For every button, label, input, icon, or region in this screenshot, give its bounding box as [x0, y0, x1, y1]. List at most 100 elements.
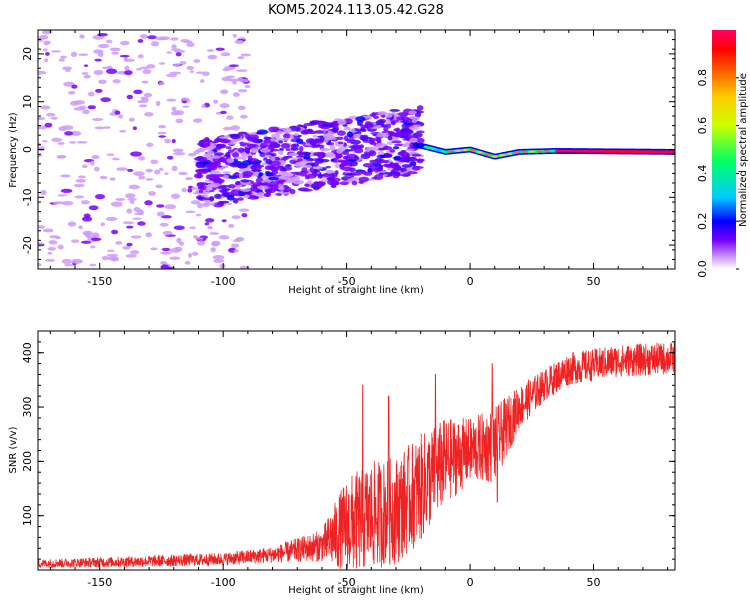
- heatmap-cell: [64, 263, 74, 267]
- heatmap-cell: [261, 182, 267, 186]
- heatmap-cell: [130, 151, 142, 157]
- heatmap-cell: [304, 164, 313, 169]
- heatmap-cell: [171, 139, 176, 144]
- heatmap-cell: [106, 153, 115, 157]
- heatmap-cell: [265, 158, 273, 165]
- heatmap-cell: [115, 197, 126, 201]
- heatmap-cell: [81, 240, 92, 244]
- heatmap-cell: [45, 258, 56, 262]
- heatmap-cell: [411, 119, 418, 123]
- heatmap-cell: [292, 179, 305, 185]
- heatmap-cell: [360, 170, 367, 175]
- heatmap-cell: [41, 30, 53, 35]
- heatmap-cell: [206, 150, 215, 156]
- heatmap-cell: [221, 192, 230, 197]
- heatmap-cell: [393, 131, 405, 138]
- heatmap-cell: [42, 228, 54, 233]
- heatmap-cell: [84, 232, 92, 238]
- heatmap-cell: [159, 222, 169, 227]
- heatmap-cell: [337, 119, 347, 126]
- heatmap-cell: [259, 142, 268, 149]
- heatmap-cell: [209, 195, 215, 202]
- heatmap-cell: [233, 158, 238, 162]
- heatmap-cell: [158, 81, 165, 86]
- heatmap-cell: [373, 174, 384, 180]
- heatmap-cell: [166, 155, 174, 160]
- heatmap-cell: [232, 239, 242, 243]
- x-tick-label: -100: [211, 275, 236, 288]
- heatmap-cell: [192, 118, 203, 123]
- heatmap-cell: [45, 51, 50, 56]
- heatmap-cell: [137, 100, 142, 104]
- heatmap-cell: [290, 143, 297, 150]
- snr-ticks: -150 -100 -50 0 50 100 200 300 400: [21, 330, 675, 589]
- heatmap-cell: [197, 202, 203, 209]
- heatmap-cell: [385, 112, 393, 118]
- heatmap-cell: [185, 177, 193, 181]
- heatmap-cell: [91, 118, 104, 121]
- heatmap-cell: [336, 149, 344, 154]
- heatmap-cell: [239, 265, 250, 269]
- heatmap-cell: [150, 247, 158, 251]
- heatmap-cell: [38, 225, 45, 229]
- y-tick-label: 0: [21, 146, 34, 153]
- heatmap-cell: [207, 54, 218, 60]
- heatmap-cell: [61, 258, 72, 265]
- heatmap-cell: [299, 145, 304, 152]
- heatmap-cell: [50, 116, 58, 120]
- heatmap-cell: [83, 64, 89, 67]
- heatmap-cell: [57, 194, 67, 197]
- heatmap-cell: [59, 174, 71, 178]
- heatmap-cell: [211, 155, 221, 159]
- heatmap-cell: [280, 143, 291, 149]
- heatmap-cell: [313, 168, 318, 175]
- heatmap-cell: [116, 167, 128, 171]
- heatmap-cell: [173, 151, 186, 156]
- heatmap-cell: [219, 263, 226, 269]
- heatmap-cell: [342, 155, 349, 160]
- heatmap-cell: [319, 151, 326, 158]
- heatmap-cell: [129, 250, 140, 255]
- heatmap-cell: [61, 125, 74, 130]
- heatmap-cell: [128, 184, 140, 190]
- colorbar: 0.0 0.2 0.4 0.6 0.8 Normalized spectral ampl…: [696, 30, 749, 278]
- heatmap-cell: [401, 116, 410, 122]
- heatmap-cell: [160, 215, 172, 219]
- heatmap-cell: [156, 211, 165, 217]
- heatmap-cell: [250, 164, 262, 171]
- heatmap-cell: [70, 51, 78, 57]
- heatmap-cell: [196, 161, 209, 165]
- heatmap-cell: [122, 221, 135, 225]
- heatmap-cell: [403, 156, 410, 161]
- heatmap-cell: [182, 105, 190, 108]
- heatmap-cell: [352, 145, 364, 150]
- heatmap-cell: [208, 175, 220, 181]
- heatmap-cell: [358, 176, 370, 183]
- heatmap-cell: [400, 127, 411, 133]
- heatmap-cell: [214, 193, 222, 199]
- heatmap-cell: [353, 133, 361, 139]
- heatmap-cell: [200, 79, 205, 84]
- heatmap-cell: [126, 225, 134, 229]
- heatmap-cell: [402, 173, 411, 177]
- heatmap-cell: [296, 138, 304, 144]
- heatmap-cell: [264, 154, 272, 158]
- heatmap-cell: [128, 117, 135, 122]
- heatmap-cell: [225, 146, 232, 150]
- heatmap-cell: [105, 216, 118, 222]
- heatmap-cell: [169, 248, 181, 253]
- heatmap-cell: [105, 68, 118, 75]
- heatmap-cell: [201, 104, 206, 109]
- heatmap-cell: [160, 261, 168, 265]
- heatmap-cell: [71, 239, 80, 243]
- heatmap-cell: [219, 110, 227, 115]
- heatmap-cell: [401, 143, 409, 148]
- heatmap-cell: [125, 254, 137, 258]
- heatmap-cell: [69, 141, 77, 144]
- heatmap-cells: [38, 30, 675, 269]
- spectrogram-ylabel: Frequency (Hz): [8, 112, 19, 188]
- heatmap-cell: [38, 263, 42, 267]
- heatmap-cell: [322, 173, 330, 178]
- heatmap-cell: [127, 168, 134, 172]
- heatmap-cell: [250, 186, 259, 192]
